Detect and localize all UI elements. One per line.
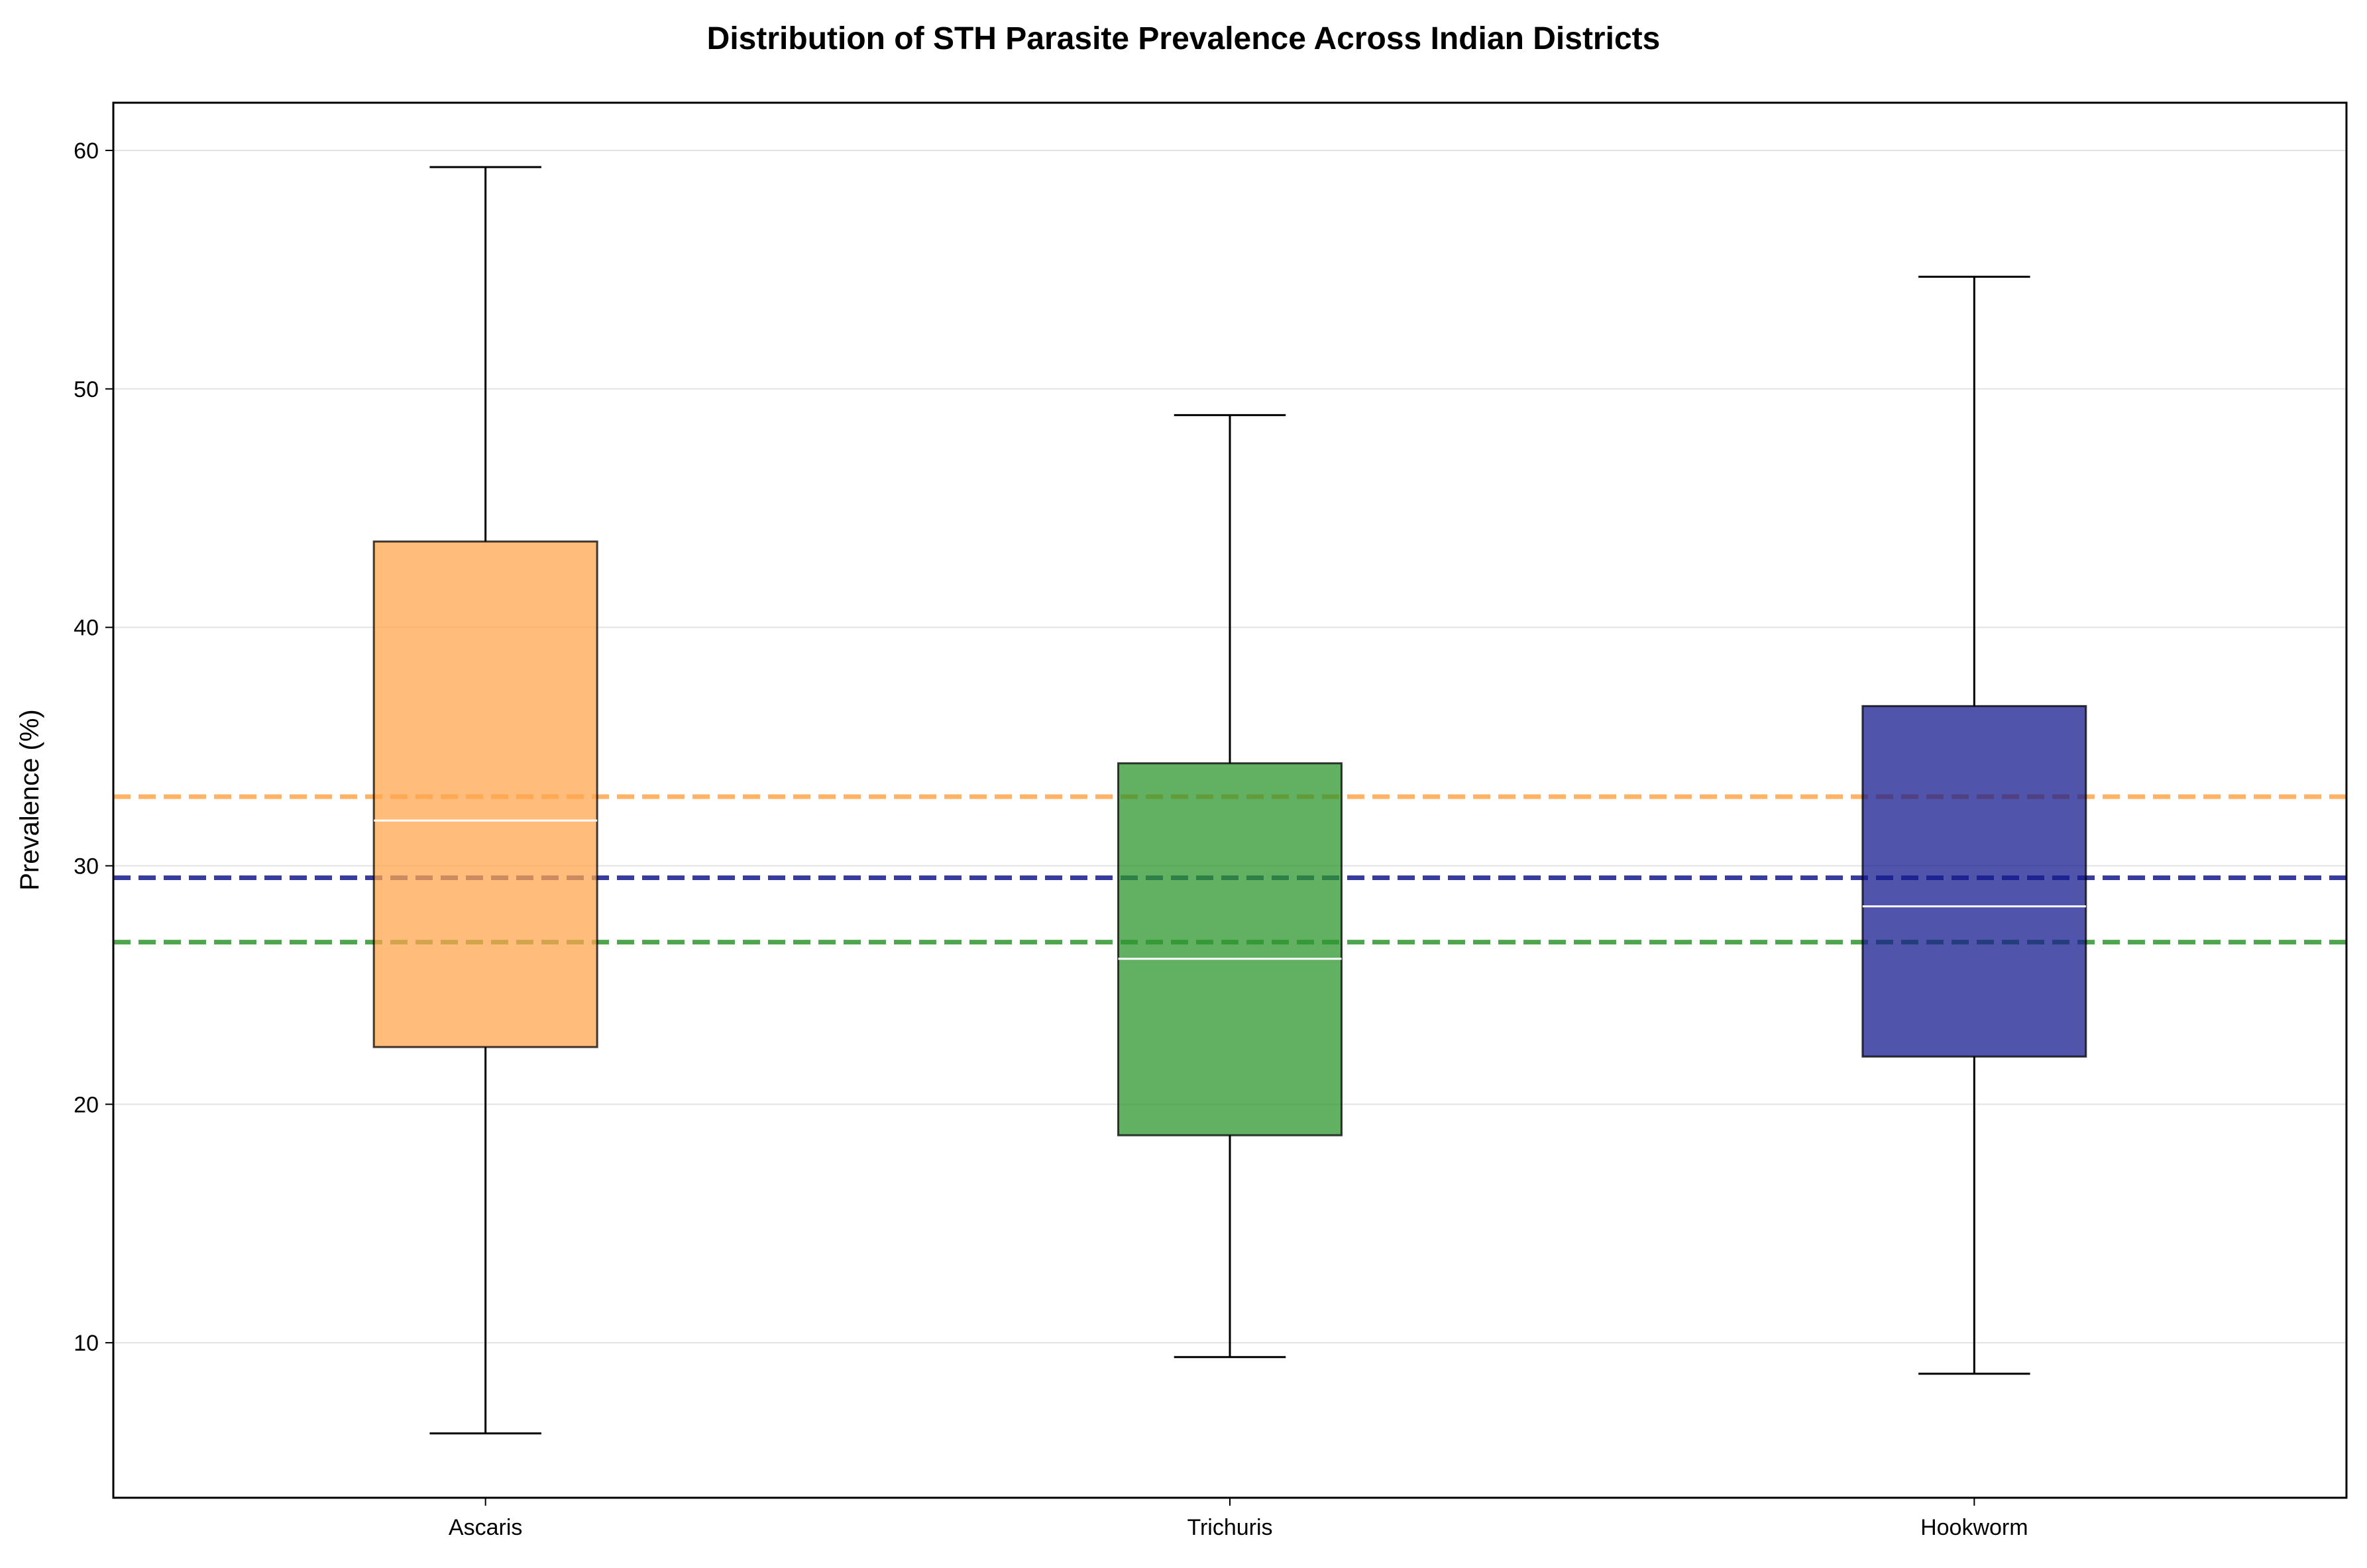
box-trichuris	[1117, 414, 1343, 1359]
x-tick-label: Trichuris	[1187, 1515, 1272, 1540]
x-tick-label: Ascaris	[449, 1515, 522, 1540]
y-tick-label: 60	[74, 139, 99, 164]
chart-title: Distribution of STH Parasite Prevalence …	[707, 21, 1661, 56]
y-tick-label: 10	[74, 1331, 99, 1356]
y-axis: 10 20 30 40 50 60	[74, 139, 113, 1356]
box-iqr	[372, 540, 598, 1048]
y-axis-label: Prevalence (%)	[15, 709, 44, 890]
box-hookworm	[1861, 276, 2087, 1375]
x-tick-label: Hookworm	[1920, 1515, 2028, 1540]
y-tick-label: 50	[74, 377, 99, 402]
box-iqr	[1861, 704, 2087, 1058]
y-tick-label: 30	[74, 854, 99, 879]
x-axis: Ascaris Trichuris Hookworm	[449, 1498, 2028, 1540]
box-ascaris	[372, 166, 598, 1435]
box-iqr	[1117, 762, 1343, 1137]
box-plots	[372, 166, 2087, 1435]
y-tick-label: 40	[74, 616, 99, 641]
y-tick-label: 20	[74, 1092, 99, 1117]
